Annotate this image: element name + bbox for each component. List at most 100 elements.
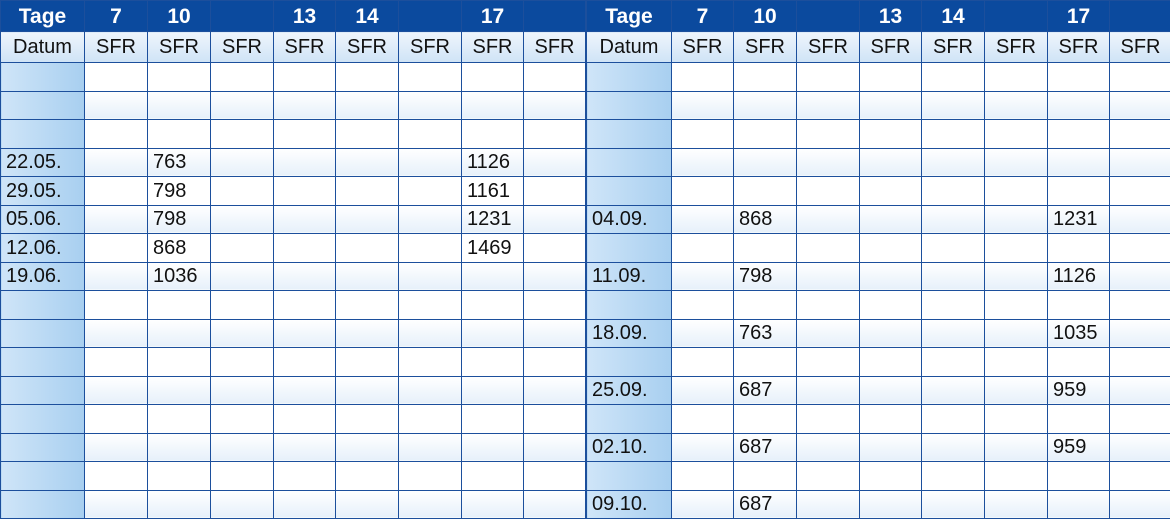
- cell: [85, 262, 148, 291]
- cell: [462, 405, 524, 434]
- cell: [672, 262, 734, 291]
- cell: [524, 262, 586, 291]
- cell: [1, 376, 85, 405]
- body-row: [587, 63, 1170, 92]
- cell: [274, 234, 336, 263]
- body-row: [587, 91, 1170, 120]
- cell: [274, 291, 336, 320]
- cell: [985, 91, 1048, 120]
- cell: [860, 348, 922, 377]
- cell: [985, 405, 1048, 434]
- cell: [587, 405, 672, 434]
- cell: [274, 63, 336, 92]
- cell: [274, 120, 336, 149]
- cell: [85, 205, 148, 234]
- cell: [985, 462, 1048, 491]
- cell: [985, 1, 1048, 32]
- cell: [672, 148, 734, 177]
- cell: [336, 63, 399, 92]
- cell: [148, 91, 211, 120]
- cell: [797, 148, 860, 177]
- cell: [211, 490, 274, 519]
- cell: [922, 348, 985, 377]
- cell: [274, 376, 336, 405]
- cell: [672, 177, 734, 206]
- cell: [399, 120, 462, 149]
- cell: [85, 291, 148, 320]
- cell: [922, 120, 985, 149]
- cell: [85, 348, 148, 377]
- cell: [85, 63, 148, 92]
- cell: [985, 148, 1048, 177]
- cell: Tage: [1, 1, 85, 32]
- cell: [148, 433, 211, 462]
- cell: [734, 120, 797, 149]
- cell: [1110, 205, 1170, 234]
- cell: SFR: [985, 32, 1048, 63]
- cell: 868: [734, 205, 797, 234]
- cell: SFR: [672, 32, 734, 63]
- cell: SFR: [860, 32, 922, 63]
- cell: 14: [922, 1, 985, 32]
- cell: [1110, 376, 1170, 405]
- body-row: [1, 319, 586, 348]
- cell: [922, 205, 985, 234]
- cell: [1048, 148, 1110, 177]
- cell: [1, 405, 85, 434]
- cell: [211, 177, 274, 206]
- cell: [922, 433, 985, 462]
- cell: [1110, 234, 1170, 263]
- cell: [524, 319, 586, 348]
- cell: SFR: [1110, 32, 1170, 63]
- cell: [274, 177, 336, 206]
- cell: 10: [148, 1, 211, 32]
- cell: [211, 120, 274, 149]
- cell: [524, 1, 586, 32]
- cell: [148, 63, 211, 92]
- cell: [524, 433, 586, 462]
- cell: 29.05.: [1, 177, 85, 206]
- cell: [1, 490, 85, 519]
- body-row: [587, 291, 1170, 320]
- cell: [1048, 405, 1110, 434]
- cell: [985, 262, 1048, 291]
- cell: [587, 63, 672, 92]
- cell: [860, 490, 922, 519]
- cell: [734, 148, 797, 177]
- cell: [1, 120, 85, 149]
- cell: [336, 376, 399, 405]
- cell: 1469: [462, 234, 524, 263]
- cell: [985, 490, 1048, 519]
- cell: 868: [148, 234, 211, 263]
- cell: [211, 91, 274, 120]
- cell: 687: [734, 490, 797, 519]
- cell: [85, 177, 148, 206]
- cell: [797, 462, 860, 491]
- cell: [985, 177, 1048, 206]
- cell: [148, 490, 211, 519]
- cell: [734, 462, 797, 491]
- cell: [985, 376, 1048, 405]
- body-row: [587, 405, 1170, 434]
- cell: [524, 490, 586, 519]
- body-row: [587, 120, 1170, 149]
- cell: [1048, 234, 1110, 263]
- cell: [734, 234, 797, 263]
- cell: [734, 348, 797, 377]
- cell: [1110, 148, 1170, 177]
- cell: SFR: [1048, 32, 1110, 63]
- cell: [336, 120, 399, 149]
- cell: [860, 319, 922, 348]
- cell: 04.09.: [587, 205, 672, 234]
- cell: [860, 177, 922, 206]
- cell: 18.09.: [587, 319, 672, 348]
- cell: [860, 405, 922, 434]
- cell: [797, 433, 860, 462]
- cell: SFR: [797, 32, 860, 63]
- cell: [1048, 462, 1110, 491]
